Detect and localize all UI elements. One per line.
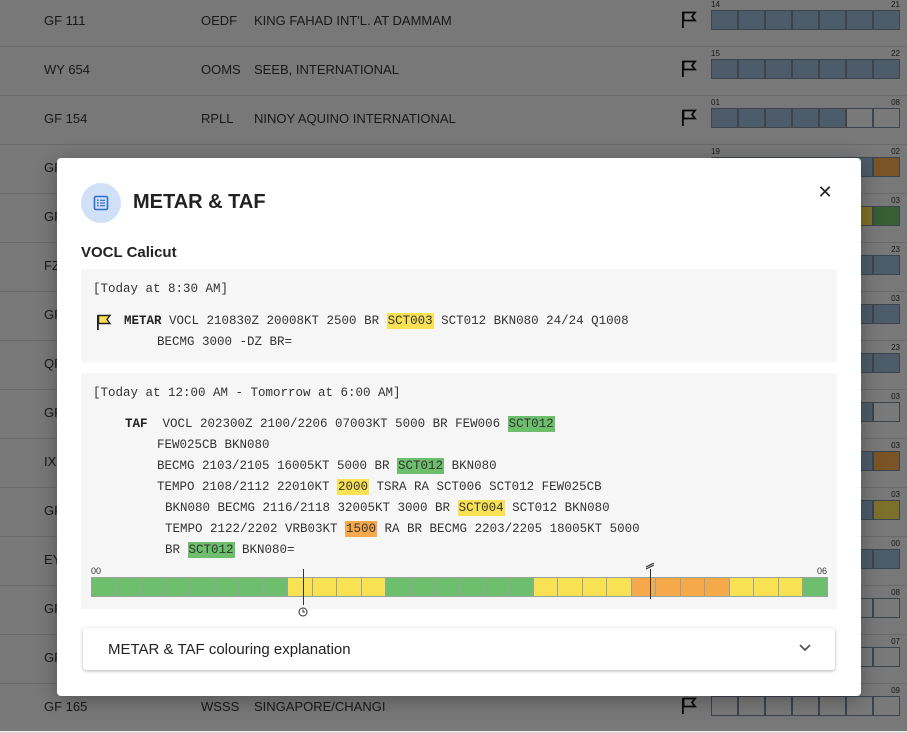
taf-timeline: 00 06: [91, 563, 828, 617]
highlight-green: SCT012: [187, 542, 235, 558]
timeline-segment: [91, 577, 117, 597]
taf-text: RA BR BECMG 2203/2205 18005KT 5000: [377, 522, 640, 536]
taf-line-3: BECMG 2103/2105 16005KT 5000 BR SCT012 B…: [157, 458, 497, 474]
taf-line-1: TAF VOCL 202300Z 2100/2206 07003KT 5000 …: [125, 416, 555, 432]
timeline-segment: [287, 577, 313, 597]
taf-text: TSRA RA SCT006 SCT012 FEW025CB: [369, 480, 602, 494]
current-time-marker: [302, 569, 304, 605]
timeline-segment: [213, 577, 240, 597]
chevron-down-icon: [799, 644, 811, 652]
timeline-segment: [728, 577, 755, 597]
highlight-green: SCT012: [397, 458, 445, 474]
clock-icon: [298, 607, 308, 617]
colouring-explanation-expander[interactable]: METAR & TAF colouring explanation: [83, 628, 835, 670]
timeline-segment: [630, 577, 657, 597]
timeline-segment: [581, 577, 608, 597]
timeline-start-label: 00: [91, 566, 102, 576]
taf-text: TEMPO 2122/2202 VRB03KT: [165, 522, 346, 536]
timeline-segment: [238, 577, 264, 597]
timeline-segment: [802, 577, 828, 597]
taf-time: [Today at 12:00 AM - Tomorrow at 6:00 AM…: [93, 386, 401, 400]
timeline-segment: [655, 577, 681, 597]
forecast-marker: [650, 569, 652, 599]
timeline-segment: [385, 577, 411, 597]
taf-line-6: TEMPO 2122/2202 VRB03KT 1500 RA BR BECMG…: [165, 521, 640, 537]
taf-label: TAF: [125, 417, 148, 431]
metar-text: VOCL 210830Z 20008KT 2500 BR: [169, 314, 387, 328]
timeline-segment: [409, 577, 436, 597]
highlight-yellow: SCT003: [386, 313, 434, 329]
taf-text: SCT012 BKN080: [504, 501, 610, 515]
taf-panel: [Today at 12:00 AM - Tomorrow at 6:00 AM…: [81, 373, 837, 617]
timeline-segment: [115, 577, 142, 597]
taf-line-4: TEMPO 2108/2112 22010KT 2000 TSRA RA SCT…: [157, 479, 602, 495]
timeline-segment: [704, 577, 730, 597]
timeline-segment: [753, 577, 779, 597]
taf-line-5: BKN080 BECMG 2116/2118 32005KT 3000 BR S…: [165, 500, 610, 516]
explanation-label: METAR & TAF colouring explanation: [108, 641, 351, 658]
timeline-segment: [679, 577, 706, 597]
timeline-end-label: 06: [816, 566, 827, 576]
dialog-title: METAR & TAF: [133, 191, 266, 213]
metar-label: METAR: [124, 314, 162, 328]
station-name: VOCL Calicut: [81, 244, 177, 261]
metar-text: SCT012 BKN080 24/24 Q1008: [433, 314, 629, 328]
timeline-segment: [777, 577, 804, 597]
metar-panel: [Today at 8:30 AM] METAR VOCL 210830Z 20…: [81, 269, 837, 362]
taf-line-7: BR SCT012 BKN080=: [165, 542, 295, 558]
timeline-segment: [164, 577, 191, 597]
timeline-segment: [557, 577, 583, 597]
timeline-segment: [140, 577, 166, 597]
metar-time: [Today at 8:30 AM]: [93, 282, 229, 296]
taf-text: BECMG 2103/2105 16005KT 5000 BR: [157, 459, 398, 473]
highlight-orange: 1500: [345, 521, 378, 537]
timeline-segment: [508, 577, 534, 597]
timeline-segment: [311, 577, 338, 597]
timeline-segment: [459, 577, 485, 597]
timeline-segment: [606, 577, 632, 597]
taf-text: BKN080 BECMG 2116/2118 32005KT 3000 BR: [165, 501, 458, 515]
timeline-segment: [336, 577, 362, 597]
break-icon: [646, 563, 655, 570]
highlight-yellow: SCT004: [457, 500, 505, 516]
timeline-segment: [532, 577, 559, 597]
timeline-segment: [262, 577, 289, 597]
taf-text: BKN080=: [234, 543, 295, 557]
highlight-green: SCT012: [507, 416, 555, 432]
metar-line-1: METAR VOCL 210830Z 20008KT 2500 BR SCT00…: [124, 313, 629, 329]
taf-text: VOCL 202300Z 2100/2206 07003KT 5000 BR F…: [162, 417, 508, 431]
timeline-segment: [189, 577, 215, 597]
timeline-segment: [483, 577, 510, 597]
metar-line-2: BECMG 3000 -DZ BR=: [157, 335, 293, 349]
flag-icon: [97, 314, 112, 330]
timeline-segment: [434, 577, 460, 597]
metar-taf-dialog: METAR & TAF ✕ VOCL Calicut [Today at 8:3…: [57, 158, 861, 696]
taf-line-2: FEW025CB BKN080: [157, 438, 270, 452]
document-list-icon: [81, 183, 121, 223]
taf-text: TEMPO 2108/2112 22010KT: [157, 480, 338, 494]
taf-text: BR: [165, 543, 188, 557]
highlight-yellow: 2000: [337, 479, 370, 495]
timeline-segment: [360, 577, 387, 597]
close-icon[interactable]: ✕: [817, 182, 833, 202]
taf-text: BKN080: [444, 459, 497, 473]
